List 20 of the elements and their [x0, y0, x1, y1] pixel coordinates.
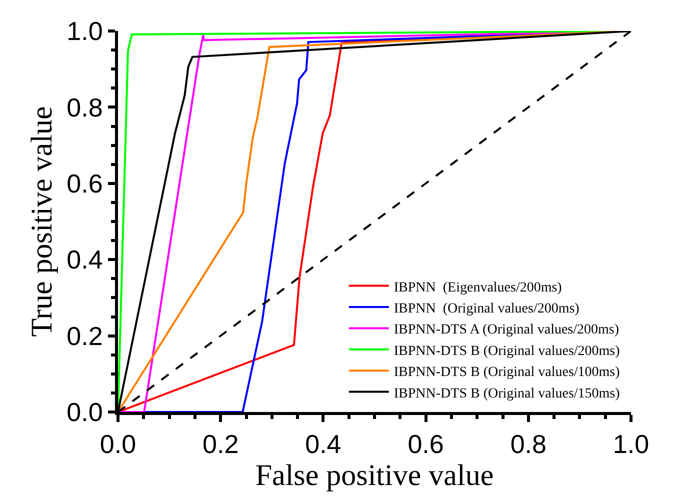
y-tick-label: 0.6 [66, 168, 103, 198]
x-axis-title: False positive value [255, 459, 494, 492]
legend-label: IBPNN-DTS B (Original values/100ms) [394, 365, 620, 380]
y-tick-label: 0.2 [66, 320, 103, 351]
y-tick-label: 0.0 [66, 397, 103, 428]
y-tick-label: 1.0 [66, 16, 103, 46]
x-tick-label: 0.8 [510, 429, 546, 460]
legend-label: IBPNN-DTS A (Original values/200ms) [394, 322, 620, 338]
legend-label: IBPNN (Eigenvalues/200ms) [394, 280, 562, 296]
legend-label: IBPNN (Original values/200ms) [394, 301, 580, 316]
x-tick-label: 0.2 [202, 429, 239, 460]
x-tick-label: 0.0 [100, 429, 136, 460]
x-tick-label: 0.4 [305, 429, 342, 460]
legend-label: IBPNN-DTS B (Original values/150ms) [394, 386, 620, 402]
x-tick-label: 0.6 [408, 429, 444, 460]
y-tick-label: 0.8 [66, 92, 103, 122]
y-tick-label: 0.4 [66, 244, 103, 275]
legend-label: IBPNN-DTS B (Original values/200ms) [394, 344, 620, 359]
x-tick-label: 1.0 [612, 429, 650, 460]
y-axis-title: True positive value [26, 106, 59, 337]
